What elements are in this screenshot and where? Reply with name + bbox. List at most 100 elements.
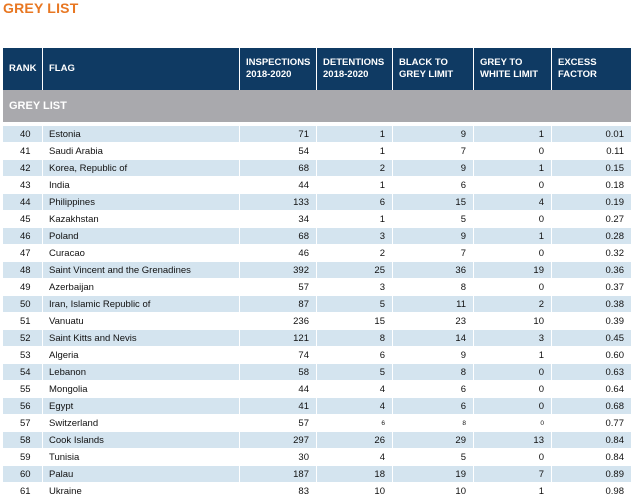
header-black-to-grey-line2: GREY LIMIT <box>399 69 454 80</box>
cell-inspections: 68 <box>240 160 317 177</box>
cell-black-to-grey: 9 <box>393 347 474 364</box>
cell-rank: 45 <box>3 211 43 228</box>
cell-rank: 58 <box>3 432 43 449</box>
table-row: 56 Egypt 41 4 6 0 0.68 <box>3 398 631 415</box>
header-detentions-line1: DETENTIONS <box>323 57 385 68</box>
cell-grey-to-white: 4 <box>474 194 552 211</box>
cell-grey-to-white: 19 <box>474 262 552 279</box>
cell-black-to-grey: 6 <box>393 177 474 194</box>
header-grey-to-white-line1: GREY TO <box>480 57 523 68</box>
table-row: 54 Lebanon 58 5 8 0 0.63 <box>3 364 631 381</box>
cell-flag: Mongolia <box>43 381 240 398</box>
cell-rank: 44 <box>3 194 43 211</box>
cell-detentions: 2 <box>317 245 393 262</box>
cell-inspections: 57 <box>240 279 317 296</box>
table-row: 52 Saint Kitts and Nevis 121 8 14 3 0.45 <box>3 330 631 347</box>
cell-grey-to-white: 1 <box>474 483 552 500</box>
cell-rank: 56 <box>3 398 43 415</box>
cell-rank: 47 <box>3 245 43 262</box>
cell-excess-factor: 0.38 <box>552 296 631 313</box>
cell-flag: Estonia <box>43 126 240 143</box>
cell-grey-to-white: 0 <box>474 381 552 398</box>
cell-inspections: 83 <box>240 483 317 500</box>
cell-black-to-grey: 29 <box>393 432 474 449</box>
cell-rank: 60 <box>3 466 43 483</box>
cell-grey-to-white: 0 <box>474 279 552 296</box>
cell-excess-factor: 0.84 <box>552 432 631 449</box>
cell-rank: 50 <box>3 296 43 313</box>
cell-detentions: 26 <box>317 432 393 449</box>
cell-excess-factor: 0.89 <box>552 466 631 483</box>
cell-excess-factor: 0.01 <box>552 126 631 143</box>
cell-black-to-grey: 5 <box>393 449 474 466</box>
cell-inspections: 121 <box>240 330 317 347</box>
cell-detentions: 6 <box>317 347 393 364</box>
cell-grey-to-white: 1 <box>474 160 552 177</box>
cell-excess-factor: 0.68 <box>552 398 631 415</box>
cell-rank: 59 <box>3 449 43 466</box>
header-grey-to-white-line2: WHITE LIMIT <box>480 69 539 80</box>
cell-black-to-grey: 5 <box>393 211 474 228</box>
cell-flag: Korea, Republic of <box>43 160 240 177</box>
cell-rank: 42 <box>3 160 43 177</box>
cell-black-to-grey: 10 <box>393 483 474 500</box>
cell-flag: Cook Islands <box>43 432 240 449</box>
cell-inspections: 297 <box>240 432 317 449</box>
header-excess-factor: EXCESS FACTOR <box>552 48 631 90</box>
table-row: 44 Philippines 133 6 15 4 0.19 <box>3 194 631 211</box>
cell-black-to-grey: 11 <box>393 296 474 313</box>
cell-excess-factor: 0.32 <box>552 245 631 262</box>
cell-detentions: 10 <box>317 483 393 500</box>
cell-grey-to-white: 3 <box>474 330 552 347</box>
cell-grey-to-white: 0 <box>474 398 552 415</box>
cell-grey-to-white: 0 <box>474 415 552 432</box>
cell-excess-factor: 0.98 <box>552 483 631 500</box>
cell-flag: Saudi Arabia <box>43 143 240 160</box>
cell-excess-factor: 0.45 <box>552 330 631 347</box>
cell-black-to-grey: 6 <box>393 398 474 415</box>
cell-flag: Lebanon <box>43 364 240 381</box>
cell-excess-factor: 0.63 <box>552 364 631 381</box>
cell-flag: Kazakhstan <box>43 211 240 228</box>
cell-grey-to-white: 1 <box>474 126 552 143</box>
header-detentions: DETENTIONS 2018-2020 <box>317 48 393 90</box>
cell-inspections: 68 <box>240 228 317 245</box>
cell-grey-to-white: 0 <box>474 449 552 466</box>
cell-detentions: 3 <box>317 228 393 245</box>
cell-excess-factor: 0.15 <box>552 160 631 177</box>
cell-rank: 48 <box>3 262 43 279</box>
cell-detentions: 4 <box>317 381 393 398</box>
cell-rank: 52 <box>3 330 43 347</box>
cell-detentions: 18 <box>317 466 393 483</box>
cell-flag: Switzerland <box>43 415 240 432</box>
header-excess-factor-line2: FACTOR <box>558 69 597 80</box>
cell-grey-to-white: 13 <box>474 432 552 449</box>
cell-inspections: 74 <box>240 347 317 364</box>
table-row: 43 India 44 1 6 0 0.18 <box>3 177 631 194</box>
cell-black-to-grey: 8 <box>393 364 474 381</box>
table-row: 61 Ukraine 83 10 10 1 0.98 <box>3 483 631 500</box>
cell-black-to-grey: 9 <box>393 228 474 245</box>
section-spacer <box>3 123 631 126</box>
header-black-to-grey-line1: BLACK TO <box>399 57 448 68</box>
cell-rank: 40 <box>3 126 43 143</box>
cell-flag: Iran, Islamic Republic of <box>43 296 240 313</box>
table-row: 57 Switzerland 57 6 8 0 0.77 <box>3 415 631 432</box>
header-inspections-line2: 2018-2020 <box>246 69 292 80</box>
cell-detentions: 15 <box>317 313 393 330</box>
table-row: 41 Saudi Arabia 54 1 7 0 0.11 <box>3 143 631 160</box>
cell-excess-factor: 0.11 <box>552 143 631 160</box>
cell-inspections: 44 <box>240 177 317 194</box>
cell-inspections: 54 <box>240 143 317 160</box>
cell-flag: Vanuatu <box>43 313 240 330</box>
table-row: 58 Cook Islands 297 26 29 13 0.84 <box>3 432 631 449</box>
cell-detentions: 4 <box>317 398 393 415</box>
cell-inspections: 87 <box>240 296 317 313</box>
cell-flag: Palau <box>43 466 240 483</box>
header-row: RANK FLAG INSPECTIONS 2018-2020 DETENTIO… <box>3 48 631 90</box>
cell-black-to-grey: 6 <box>393 381 474 398</box>
cell-flag: India <box>43 177 240 194</box>
cell-flag: Egypt <box>43 398 240 415</box>
cell-detentions: 6 <box>317 415 393 432</box>
cell-detentions: 25 <box>317 262 393 279</box>
